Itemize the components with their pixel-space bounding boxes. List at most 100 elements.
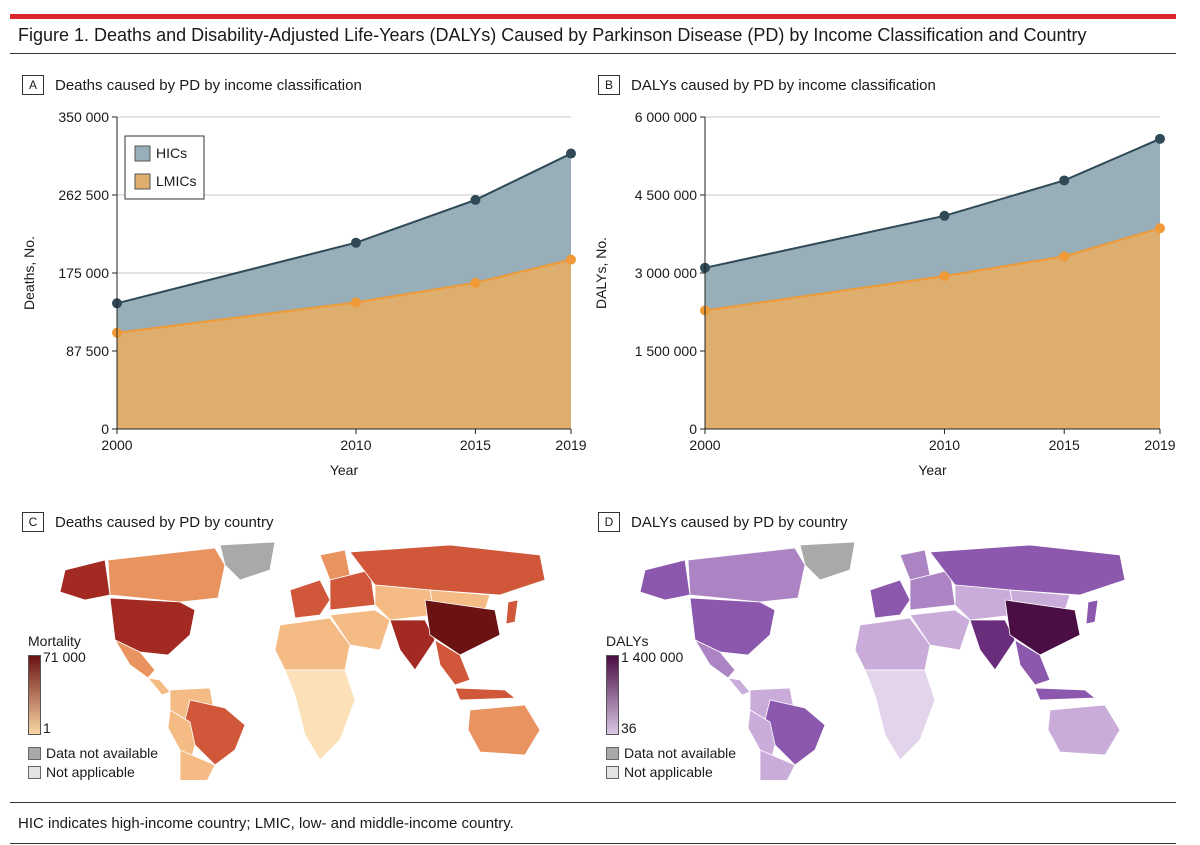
country-australia [467, 704, 541, 756]
x-tick-label: 2000 [689, 437, 720, 453]
country-europe-west [289, 579, 331, 619]
y-tick-label: 1 500 000 [635, 343, 697, 359]
point-hics-2010 [939, 210, 950, 221]
country-alaska [639, 559, 691, 601]
mortality-color-scale [28, 655, 41, 735]
world-map-dalys [639, 541, 1126, 780]
line-hics [704, 137, 1161, 269]
country-mexico [694, 639, 736, 679]
x-tick-label: 2000 [101, 437, 132, 453]
x-tick-label: 2015 [1049, 437, 1080, 453]
x-tick-label: 2010 [340, 437, 371, 453]
title-rule [10, 53, 1176, 54]
y-tick-label: 3 000 000 [635, 265, 697, 281]
line-hics [116, 152, 572, 305]
legend-swatch-lmics [134, 173, 151, 190]
mortality-not-available-label: Data not available [46, 745, 159, 761]
point-lmics-2010 [350, 297, 361, 308]
point-lmics-2015 [1059, 251, 1070, 262]
y-tick-label: 262 500 [58, 187, 109, 203]
country-scandinavia [899, 549, 931, 581]
y-axis-label: DALYs, No. [596, 237, 609, 309]
country-greenland [799, 541, 856, 581]
mortality-legend-napp-row: Not applicable [28, 764, 135, 780]
x-axis-label: Year [330, 462, 359, 478]
x-tick-label: 2019 [1144, 437, 1175, 453]
point-hics-2019 [1155, 133, 1165, 144]
point-lmics-2019 [566, 254, 576, 265]
country-indonesia [454, 687, 516, 701]
mortality-legend: Mortality 71 000 1 Data not available No… [28, 633, 168, 783]
country-brazil [764, 699, 826, 766]
y-axis-label: Deaths, No. [21, 236, 37, 310]
country-australia [1047, 704, 1121, 756]
x-tick-label: 2019 [555, 437, 586, 453]
y-tick-label: 350 000 [58, 109, 109, 125]
country-canada [107, 547, 226, 603]
area-hics [117, 153, 571, 333]
mortality-legend-title: Mortality [28, 633, 81, 649]
line-lmics [116, 258, 572, 334]
daly-color-scale [606, 655, 619, 735]
x-tick-label: 2010 [929, 437, 960, 453]
country-china [1004, 599, 1081, 656]
country-brazil [184, 699, 246, 766]
point-hics-2019 [566, 148, 576, 159]
y-tick-label: 175 000 [58, 265, 109, 281]
world-map-deaths [59, 541, 546, 780]
panel-b-title: DALYs caused by PD by income classificat… [631, 76, 936, 94]
country-alaska [59, 559, 111, 601]
chart-a-deaths: 0 87 500 175 000 262 500 350 000 2000 2010 2015… [21, 109, 587, 478]
country-india [969, 619, 1016, 671]
country-mexico [114, 639, 156, 679]
not-available-swatch [606, 746, 619, 760]
country-southeast-asia [434, 639, 471, 686]
daly-legend-title: DALYs [606, 633, 649, 649]
footnote-rule-top [10, 802, 1176, 803]
country-canada [687, 547, 806, 603]
country-japan [1085, 599, 1099, 625]
country-china [424, 599, 501, 656]
daly-legend-napp-row: Not applicable [606, 764, 713, 780]
legend-label-hics: HICs [156, 145, 187, 161]
daly-legend-na-row: Data not available [606, 745, 736, 761]
panel-d-header: D DALYs caused by PD by country [598, 512, 848, 532]
country-central-asia [374, 584, 436, 621]
y-tick-label: 4 500 000 [635, 187, 697, 203]
x-axis-label: Year [918, 462, 947, 478]
country-india [389, 619, 436, 671]
panel-a-header: A Deaths caused by PD by income classifi… [22, 75, 362, 95]
accent-bar [10, 14, 1176, 19]
country-southern-cone [179, 749, 216, 780]
point-lmics-2019 [1155, 223, 1165, 234]
mortality-legend-min: 1 [43, 720, 51, 736]
daly-not-available-label: Data not available [624, 745, 737, 761]
point-hics-2015 [470, 194, 481, 205]
panel-b-header: B DALYs caused by PD by income classific… [598, 75, 936, 95]
country-sub-saharan-africa [864, 669, 936, 761]
mortality-not-applicable-label: Not applicable [46, 764, 135, 780]
panel-a-letter: A [22, 75, 44, 95]
chart-legend: HICs LMICs [124, 135, 205, 200]
panel-a-title: Deaths caused by PD by income classifica… [55, 76, 362, 94]
y-tick-label: 6 000 000 [635, 109, 697, 125]
daly-not-applicable-label: Not applicable [624, 764, 713, 780]
area-lmics [705, 228, 1160, 429]
panel-d-letter: D [598, 512, 620, 532]
point-hics-2015 [1059, 175, 1070, 186]
chart-b-dalys: 0 1 500 000 3 000 000 4 500 000 6 000 000 200… [596, 109, 1176, 478]
point-hics-2010 [350, 237, 361, 248]
footnote-rule-bottom [10, 843, 1176, 844]
legend-label-lmics: LMICs [156, 173, 196, 189]
not-applicable-swatch [606, 765, 619, 779]
area-hics [705, 138, 1160, 311]
country-southern-cone [759, 749, 796, 780]
mortality-legend-na-row: Data not available [28, 745, 158, 761]
y-tick-label: 0 [101, 421, 109, 437]
legend-swatch-hics [134, 145, 151, 162]
country-sub-saharan-africa [284, 669, 356, 761]
country-scandinavia [319, 549, 351, 581]
line-lmics [704, 227, 1161, 312]
country-europe-west [869, 579, 911, 619]
point-lmics-2015 [470, 277, 481, 288]
